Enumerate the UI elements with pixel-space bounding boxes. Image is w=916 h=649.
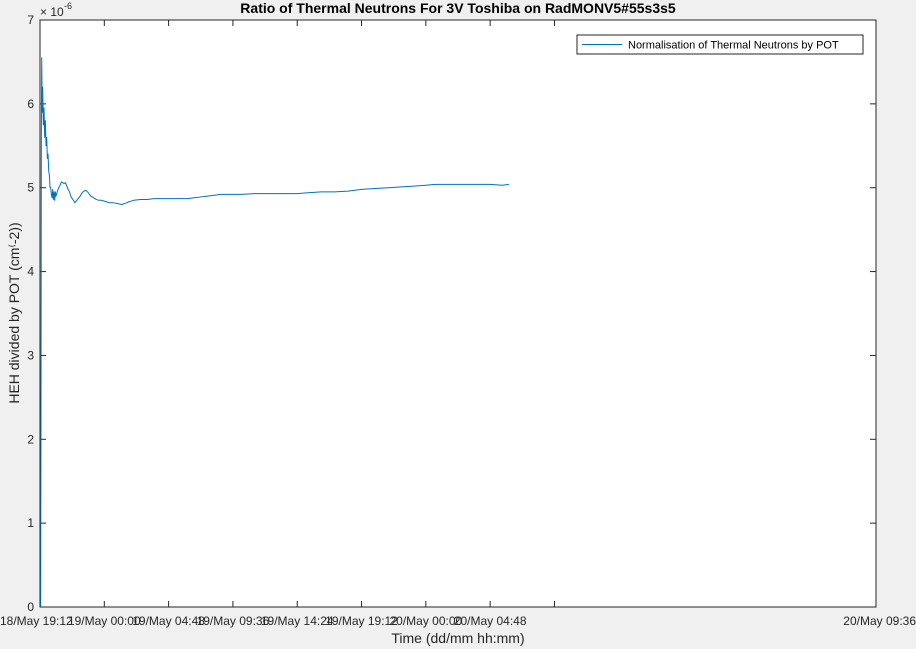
x-tick-label: 19/May 04:48 xyxy=(132,614,205,628)
series-lines xyxy=(40,57,509,608)
y-axis-title: HEH divided by POT (cm⁽-2)) xyxy=(6,222,22,403)
y-tick-label: 0 xyxy=(27,600,34,614)
y-tick-label: 4 xyxy=(27,265,34,279)
x-tick-label: 18/May 19:12 xyxy=(0,614,73,628)
legend-box xyxy=(576,34,864,55)
x-tick-label: 19/May 19:12 xyxy=(325,614,398,628)
series-line xyxy=(40,57,509,608)
chart-title: Ratio of Thermal Neutrons For 3V Toshiba… xyxy=(240,0,676,16)
x-axis-title: Time (dd/mm hh:mm) xyxy=(391,630,524,646)
legend-label: Normalisation of Thermal Neutrons by POT xyxy=(628,40,839,52)
y-tick-label: 6 xyxy=(27,97,34,111)
y-tick-label: 5 xyxy=(27,181,34,195)
y-tick-label: 3 xyxy=(27,348,34,362)
x-tick-label: 20/May 09:36 xyxy=(843,614,916,628)
y-exponent-power: -6 xyxy=(64,1,72,11)
y-tick-label: 7 xyxy=(27,13,34,27)
x-tick-label: 19/May 14:24 xyxy=(261,614,334,628)
plot-area xyxy=(39,19,877,608)
y-exponent-base: × 10 xyxy=(40,5,64,19)
y-tick-label: 1 xyxy=(27,516,34,530)
legend: Normalisation of Thermal Neutrons by POT xyxy=(576,34,864,55)
x-tick-label: 20/May 00:00 xyxy=(389,614,462,628)
x-tick-label: 20/May 04:48 xyxy=(454,614,527,628)
x-tick-label: 19/May 09:36 xyxy=(197,614,270,628)
y-tick-label: 2 xyxy=(27,432,34,446)
y-axis-exponent: × 10 -6 xyxy=(40,1,72,19)
x-tick-label: 19/May 00:00 xyxy=(68,614,141,628)
